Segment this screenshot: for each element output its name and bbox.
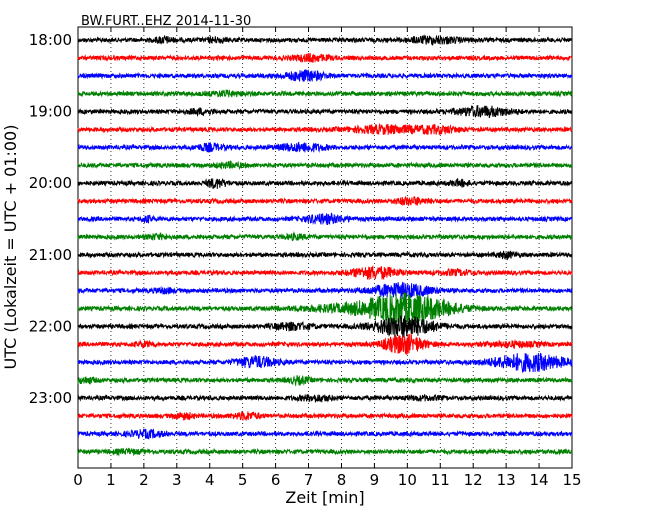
x-tick-label-9: 9 [370, 471, 380, 489]
x-tick-label-15: 15 [562, 471, 581, 489]
trace-20 [77, 393, 573, 403]
trace-21 [77, 411, 573, 422]
trace-3 [77, 89, 573, 98]
trace-2 [77, 69, 573, 82]
trace-23 [77, 447, 573, 457]
trace-11 [77, 230, 573, 242]
x-tick-label-11: 11 [431, 471, 450, 489]
y-axis-ticks: 18:00 19:00 20:00 21:00 22:00 23:00 [29, 31, 572, 407]
trace-13 [77, 265, 573, 280]
trace-15 [77, 292, 573, 325]
trace-9 [77, 196, 573, 206]
trace-6 [77, 141, 573, 153]
x-tick-label-2: 2 [139, 471, 149, 489]
trace-18 [77, 352, 573, 373]
x-tick-label-5: 5 [238, 471, 248, 489]
trace-14 [77, 281, 573, 299]
trace-4 [77, 104, 573, 119]
x-axis-label: Zeit [min] [285, 488, 364, 507]
traces [77, 34, 573, 457]
trace-22 [77, 428, 573, 441]
trace-8 [77, 178, 573, 189]
x-tick-label-4: 4 [205, 471, 215, 489]
x-tick-label-8: 8 [337, 471, 347, 489]
x-tick-label-14: 14 [530, 471, 549, 489]
grid [110, 27, 540, 468]
y-tick-label-5: 23:00 [29, 389, 72, 407]
trace-1 [77, 52, 573, 63]
x-tick-label-1: 1 [106, 471, 116, 489]
x-tick-label-7: 7 [304, 471, 314, 489]
x-tick-label-0: 0 [73, 471, 83, 489]
x-tick-label-3: 3 [172, 471, 182, 489]
trace-12 [77, 250, 573, 261]
trace-19 [77, 375, 573, 387]
plot-frame [77, 26, 573, 469]
trace-7 [77, 160, 573, 171]
x-tick-label-12: 12 [464, 471, 483, 489]
x-axis-ticks: 0 1 2 3 4 5 6 7 8 9 10 11 12 13 14 15 [73, 27, 582, 489]
y-tick-label-2: 20:00 [29, 174, 72, 192]
trace-0 [77, 34, 573, 46]
x-tick-label-10: 10 [398, 471, 417, 489]
y-tick-label-1: 19:00 [29, 103, 72, 121]
y-tick-label-0: 18:00 [29, 31, 72, 49]
trace-5 [77, 122, 573, 136]
chart-title: BW.FURT..EHZ 2014-11-30 [81, 14, 251, 29]
y-axis-label: UTC (Lokalzeit = UTC + 01:00) [1, 125, 20, 370]
trace-17 [77, 333, 573, 355]
x-tick-label-13: 13 [497, 471, 516, 489]
trace-16 [77, 314, 573, 338]
trace-10 [77, 212, 573, 226]
y-tick-label-4: 22:00 [29, 317, 72, 335]
y-tick-label-3: 21:00 [29, 246, 72, 264]
x-tick-label-6: 6 [271, 471, 281, 489]
